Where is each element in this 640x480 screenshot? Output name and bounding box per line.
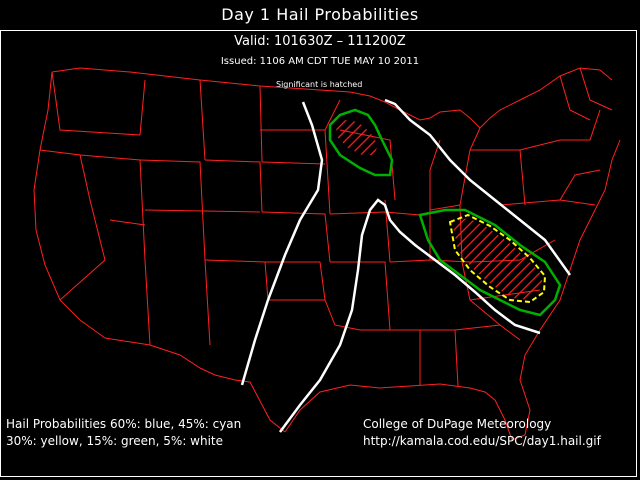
legend-line-1: Hail Probabilities 60%: blue, 45%: cyan [6,417,242,431]
prob-5-lines [240,98,572,433]
credit-line-1: College of DuPage Meteorology [363,417,552,431]
map-title: Day 1 Hail Probabilities [221,5,419,24]
significant-note: Significant is hatched [276,80,363,89]
credit-url: http://kamala.cod.edu/SPC/day1.hail.gif [363,434,601,448]
issued-time: Issued: 1106 AM CDT TUE MAY 10 2011 [220,56,420,67]
valid-period: Valid: 101630Z – 111200Z [234,34,406,49]
prob-15-areas [328,108,562,317]
legend-line-2: 30%: yellow, 15%: green, 5%: white [6,434,224,448]
map-frame [0,30,637,477]
significant-hatch-areas [336,120,542,300]
prob-30-area [448,213,547,304]
